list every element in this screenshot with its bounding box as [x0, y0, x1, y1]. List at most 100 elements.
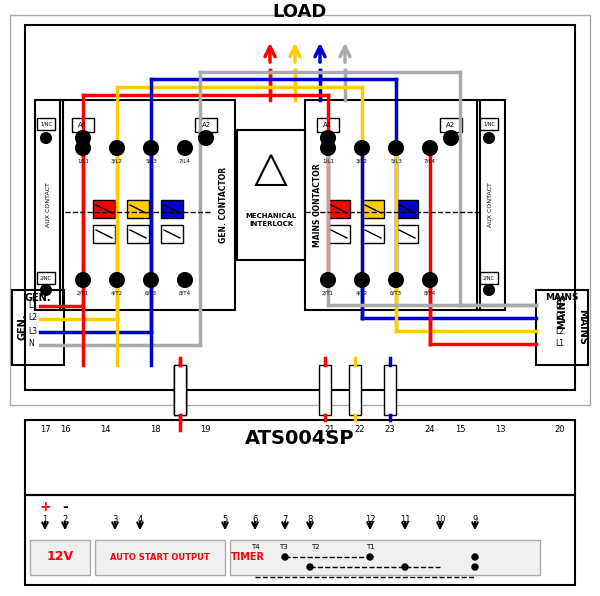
Text: 12V: 12V	[46, 551, 74, 563]
Text: LOAD: LOAD	[273, 3, 327, 21]
Text: T2: T2	[311, 544, 319, 550]
Text: 4: 4	[137, 515, 143, 524]
Bar	[25, 420, 575, 495]
Bar	[328, 200, 350, 218]
Text: 8/T4: 8/T4	[179, 290, 191, 296]
Text: L1: L1	[555, 340, 564, 349]
Circle shape	[144, 273, 158, 287]
Text: 1: 1	[43, 515, 47, 524]
Bar	[174, 365, 186, 415]
Circle shape	[472, 564, 478, 570]
Text: MAINS: MAINS	[545, 293, 579, 302]
Circle shape	[199, 131, 213, 145]
Bar	[127, 200, 149, 218]
Bar	[362, 200, 384, 218]
Text: 2: 2	[62, 515, 68, 524]
Text: GEN. CONTACTOR: GEN. CONTACTOR	[218, 167, 227, 243]
Text: A2: A2	[446, 122, 455, 128]
Bar	[10, 15, 590, 405]
Circle shape	[76, 273, 90, 287]
Text: 10: 10	[435, 515, 445, 524]
Text: MAINS CONTACTOR: MAINS CONTACTOR	[313, 163, 322, 247]
Circle shape	[423, 273, 437, 287]
Circle shape	[76, 141, 90, 155]
Text: MAINS: MAINS	[577, 309, 587, 345]
Bar	[362, 225, 384, 243]
Bar	[174, 365, 186, 415]
Circle shape	[307, 564, 313, 570]
Circle shape	[41, 133, 51, 143]
Text: 8: 8	[307, 515, 313, 524]
Text: 5: 5	[223, 515, 227, 524]
Text: 14: 14	[100, 425, 110, 434]
Bar	[319, 365, 331, 415]
Bar	[536, 290, 588, 365]
Text: 1/L1: 1/L1	[77, 159, 89, 163]
Text: 3/L2: 3/L2	[111, 159, 123, 163]
Text: -: -	[62, 500, 68, 514]
Text: MAINS: MAINS	[557, 293, 567, 329]
Text: 2/NC: 2/NC	[40, 275, 52, 281]
Text: 23: 23	[385, 425, 395, 434]
Text: 24: 24	[425, 425, 435, 434]
Text: A2: A2	[202, 122, 211, 128]
Text: 8/T4: 8/T4	[424, 290, 436, 296]
Circle shape	[472, 554, 478, 560]
Text: N: N	[28, 340, 34, 349]
Text: 1/NC: 1/NC	[40, 122, 52, 126]
Text: AUTO START OUTPUT: AUTO START OUTPUT	[110, 552, 210, 561]
Text: 6/T3: 6/T3	[145, 290, 157, 296]
Circle shape	[178, 273, 192, 287]
Circle shape	[76, 131, 90, 145]
Bar	[440, 118, 462, 132]
Bar	[25, 25, 575, 390]
Text: 20: 20	[555, 425, 565, 434]
Text: N: N	[555, 300, 561, 309]
Bar	[72, 118, 94, 132]
Text: 9: 9	[472, 515, 478, 524]
Text: 19: 19	[200, 425, 210, 434]
Text: 7/L4: 7/L4	[424, 159, 436, 163]
Bar	[37, 272, 55, 284]
Text: MECHANICAL
INTERLOCK: MECHANICAL INTERLOCK	[245, 213, 296, 227]
Text: 6: 6	[253, 515, 257, 524]
Circle shape	[423, 141, 437, 155]
Bar	[95, 540, 225, 575]
Text: L2: L2	[555, 327, 564, 336]
Circle shape	[389, 141, 403, 155]
Text: 1/L1: 1/L1	[322, 159, 334, 163]
Bar	[161, 225, 183, 243]
Text: T1: T1	[365, 544, 374, 550]
Text: 4/T2: 4/T2	[356, 290, 368, 296]
Text: ATS004SP: ATS004SP	[245, 429, 355, 448]
Text: 7: 7	[283, 515, 287, 524]
Text: GEN.: GEN.	[25, 293, 51, 303]
Circle shape	[484, 285, 494, 295]
Circle shape	[389, 273, 403, 287]
Circle shape	[355, 141, 369, 155]
Bar	[305, 100, 480, 310]
Bar	[161, 200, 183, 218]
Bar	[35, 100, 63, 310]
Text: 2/NC: 2/NC	[483, 275, 495, 281]
Bar	[477, 100, 505, 310]
Bar	[480, 272, 498, 284]
Bar	[30, 540, 90, 575]
Text: AUX CONTACT: AUX CONTACT	[47, 182, 52, 228]
Circle shape	[110, 141, 124, 155]
Text: 5/L3: 5/L3	[390, 159, 402, 163]
Text: 17: 17	[40, 425, 50, 434]
Bar	[12, 290, 64, 365]
Circle shape	[110, 273, 124, 287]
Bar	[195, 118, 217, 132]
Circle shape	[144, 141, 158, 155]
Text: L2: L2	[28, 313, 37, 322]
Text: 21: 21	[325, 425, 335, 434]
Text: A1: A1	[79, 122, 88, 128]
Text: 22: 22	[355, 425, 365, 434]
Circle shape	[178, 141, 192, 155]
Bar	[317, 118, 339, 132]
Bar	[328, 225, 350, 243]
Text: +: +	[39, 500, 51, 514]
Bar	[60, 100, 235, 310]
